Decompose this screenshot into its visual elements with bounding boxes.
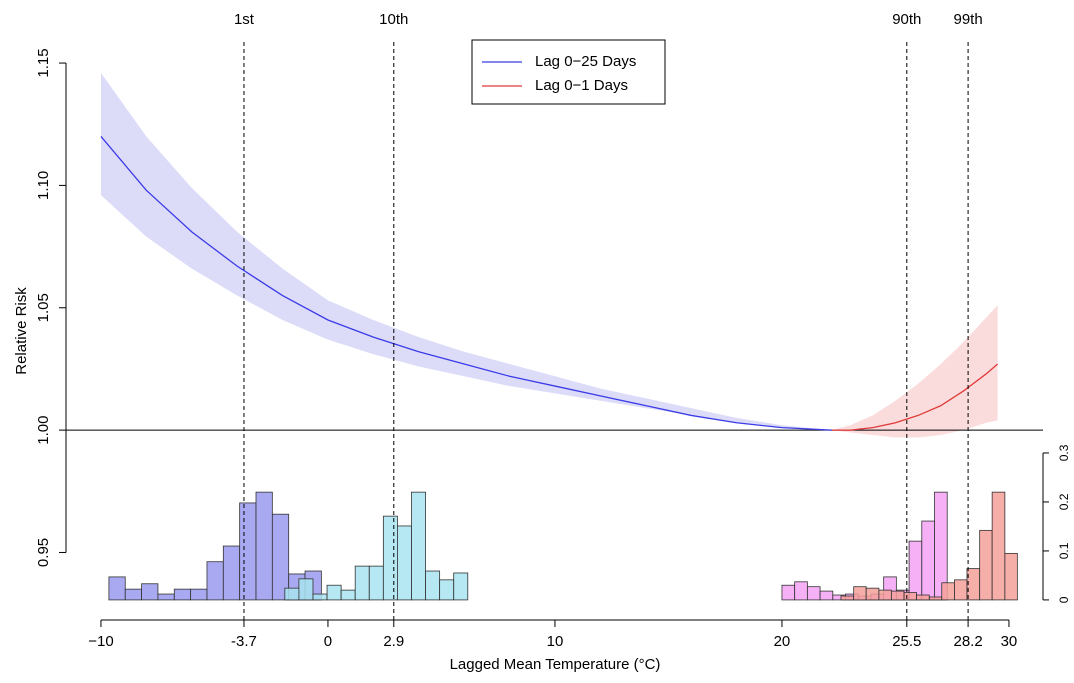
histogram-bar <box>411 491 426 601</box>
y-tick-label: 1.10 <box>35 171 52 200</box>
histogram-bar <box>928 596 943 601</box>
histogram-bar <box>903 592 917 601</box>
histogram-bar <box>173 588 192 601</box>
histogram-bar <box>853 586 867 601</box>
y-tick-label: 1.05 <box>35 293 52 322</box>
percentile-label: 90th <box>892 11 921 28</box>
histogram-bar <box>806 586 821 601</box>
histogram-bar <box>382 515 398 601</box>
histogram-bar <box>954 579 968 601</box>
histogram-bar <box>1004 552 1018 601</box>
x-axis-label: Lagged Mean Temperature (°C) <box>450 656 661 673</box>
histogram-bar <box>190 588 208 601</box>
histogram-bar <box>453 572 469 601</box>
histogram-bar <box>916 594 930 601</box>
x-tick-label: 20 <box>774 633 791 650</box>
histogram-bar <box>271 513 290 601</box>
histogram-bar <box>966 568 981 601</box>
x-tick-label: 10 <box>547 633 564 650</box>
x-tick-label: −10 <box>88 633 113 650</box>
histogram-bar <box>124 588 142 601</box>
histogram-bar <box>222 545 241 601</box>
y2-tick-label: 0.1 <box>1057 542 1071 559</box>
x-tick-label: 30 <box>1001 633 1018 650</box>
x-tick-label: 0 <box>324 633 332 650</box>
histogram-bar <box>908 540 923 601</box>
percentile-label: 1st <box>234 11 255 28</box>
histogram-bar <box>284 587 300 601</box>
legend-label: Lag 0−25 Days <box>535 53 636 70</box>
histogram-bar <box>865 587 880 601</box>
confidence-band <box>831 305 998 438</box>
histogram-bar <box>340 589 356 601</box>
histogram-bar <box>239 502 257 601</box>
histogram-bar <box>326 584 342 601</box>
y2-tick-label: 0 <box>1057 596 1071 603</box>
x-tick-label: -3.7 <box>231 633 257 650</box>
series-line <box>831 363 999 431</box>
histogram-bar <box>819 590 834 601</box>
histogram-bar <box>298 578 314 601</box>
legend-box <box>471 39 666 105</box>
histogram-bar <box>941 582 955 601</box>
histogram-bar <box>368 565 384 601</box>
histogram-bar <box>206 561 224 601</box>
y2-tick-label: 0.3 <box>1057 444 1071 461</box>
histogram-bar <box>157 593 175 601</box>
y2-tick-label: 0.2 <box>1057 493 1071 510</box>
histogram-bar <box>979 529 993 601</box>
y-axis-label: Relative Risk <box>13 287 30 375</box>
histogram-bar <box>354 565 370 601</box>
histogram-bar <box>397 525 412 601</box>
histogram-bar <box>890 590 905 601</box>
y-tick-label: 1.15 <box>35 48 52 77</box>
histogram-bar <box>840 595 855 601</box>
percentile-label: 99th <box>953 11 982 28</box>
percentile-label: 10th <box>379 11 408 28</box>
histogram-bar <box>425 570 441 601</box>
histogram-bar <box>141 583 159 601</box>
histogram-bar <box>312 593 328 601</box>
histogram-bar <box>794 581 808 601</box>
series-line <box>100 136 832 431</box>
confidence-band <box>100 72 832 431</box>
x-tick-label: 28.2 <box>953 633 982 650</box>
histogram-bar <box>781 584 796 601</box>
y-tick-label: 0.95 <box>35 538 52 567</box>
x-tick-label: 25.5 <box>892 633 921 650</box>
y-tick-label: 1.00 <box>35 416 52 445</box>
histogram-bar <box>878 589 892 601</box>
histogram-bar <box>991 491 1006 601</box>
x-tick-label: 2.9 <box>383 633 404 650</box>
histogram-bar <box>108 576 126 601</box>
histogram-bar <box>255 491 273 601</box>
legend-label: Lag 0−1 Days <box>535 77 628 94</box>
histogram-bar <box>921 520 935 601</box>
histogram-bar <box>439 579 455 601</box>
